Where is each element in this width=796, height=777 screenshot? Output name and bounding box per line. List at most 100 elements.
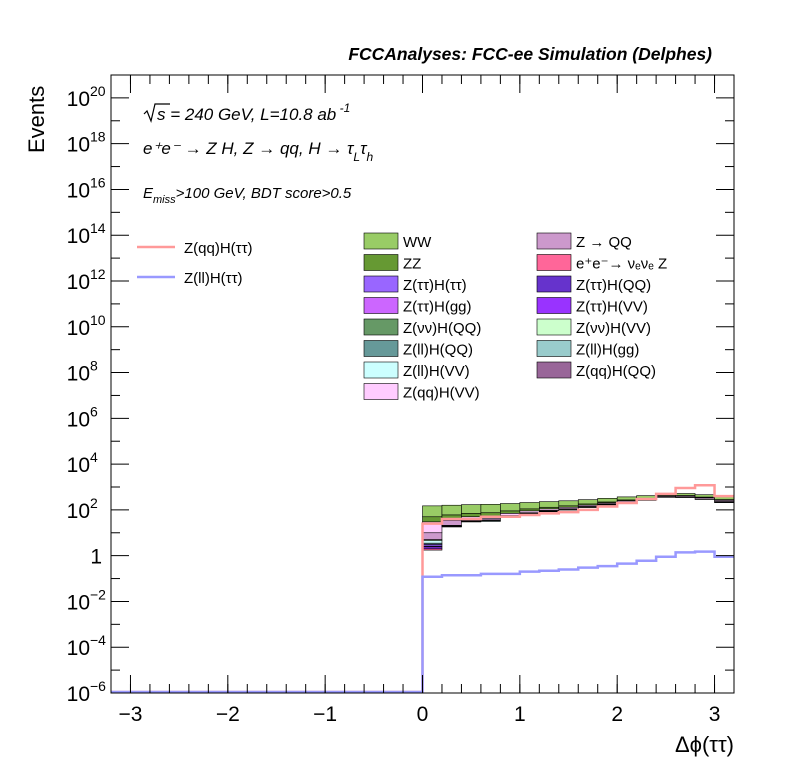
energy-sup: -1	[336, 101, 350, 115]
legend-label-z-ll-h-qq: Z(ll)H(QQ)	[403, 342, 473, 359]
y-tick-exponent: −6	[90, 678, 106, 694]
x-tick-label: −1	[313, 703, 337, 726]
legend-swatch-z-ll-h-gg	[537, 341, 571, 357]
y-tick-exponent: 20	[90, 83, 106, 99]
legend-swatch-z-h-qq	[364, 319, 398, 335]
cut-annotation: Emiss>100 GeV, BDT score>0.5	[143, 185, 352, 206]
legend-label-ww: WW	[403, 234, 432, 251]
bar-z-qq-h-vv-bin-4	[500, 513, 519, 515]
x-tick-label: −3	[118, 703, 142, 726]
bar-ww-bin-0	[423, 506, 442, 517]
legend-swatch-z-qq-h-qq	[537, 362, 571, 378]
legend-label-z-ll-h-vv: Z(ll)H(VV)	[403, 363, 470, 380]
y-tick-label: 10	[67, 683, 90, 706]
y-tick-exponent: 2	[90, 495, 98, 511]
legend-label-z-h-gg: Z(ττ)H(gg)	[403, 299, 472, 316]
bar-zz-bin-4	[500, 511, 519, 513]
y-tick-label: 10	[67, 363, 90, 386]
y-tick-exponent: 16	[90, 174, 106, 190]
bar-z-qq-bin-3	[481, 519, 500, 520]
bar-z-qq-bin-0	[423, 533, 442, 540]
bar-ww-bin-9	[598, 498, 617, 502]
bar-z-ll-h-qq-bin-3	[481, 521, 500, 522]
y-axis-label: Events	[24, 86, 49, 153]
legend-label-e-e-z: e⁺e⁻→ νₑνₑ Z	[576, 256, 667, 273]
legend-label-z-h-vv: Z(ττ)H(VV)	[576, 299, 648, 316]
y-tick-exponent: 10	[90, 312, 106, 328]
y-tick-exponent: 6	[90, 403, 98, 419]
legend-swatch-z-qq	[537, 233, 571, 249]
bar-z-ll-h-qq-bin-2	[461, 521, 480, 522]
legend-label-z-qq-h-vv: Z(qq)H(VV)	[403, 385, 480, 402]
bar-z-qq-bin-7	[559, 509, 578, 510]
cut-text: >100 GeV, BDT score>0.5	[176, 185, 352, 202]
y-tick-label: 10	[67, 134, 90, 157]
bar-ww-bin-14	[695, 495, 714, 497]
chart-title: FCCAnalyses: FCC-ee Simulation (Delphes)	[348, 44, 712, 64]
legend-swatch-zz	[364, 255, 398, 271]
y-tick-exponent: 18	[90, 129, 106, 145]
legend-label-z-ll-h-gg: Z(ll)H(gg)	[576, 342, 639, 359]
y-tick-label: 10	[67, 500, 90, 523]
legend-swatch-e-e-z	[537, 255, 571, 271]
x-tick-label: −2	[216, 703, 240, 726]
y-tick-label: 10	[67, 454, 90, 477]
bar-ww-bin-5	[520, 503, 539, 509]
y-tick-label: 10	[67, 637, 90, 660]
legend-swatch-z-h-vv	[537, 319, 571, 335]
bar-ww-bin-4	[500, 504, 519, 511]
x-tick-label: 2	[611, 703, 623, 726]
y-tick-exponent: 4	[90, 449, 98, 465]
y-tick-exponent: 12	[90, 266, 106, 282]
x-tick-label: 3	[709, 703, 721, 726]
bar-ww-bin-2	[461, 505, 480, 514]
bar-z-qq-bin-14	[695, 499, 714, 500]
legend-label-z-qq-h-qq: Z(qq)H(QQ)	[576, 363, 656, 380]
y-tick-label: 10	[67, 317, 90, 340]
y-tick-label: 10	[67, 408, 90, 431]
process-text: e⁺e⁻ → Z H, Z → qq, H → τ	[143, 139, 355, 158]
bar-z-qq-bin-6	[539, 511, 558, 512]
process-sub2: h	[366, 150, 373, 164]
bar-ww-bin-6	[539, 502, 558, 508]
bar-zz-bin-3	[481, 513, 500, 516]
bar-z-ll-h-vv-bin-0	[423, 541, 442, 543]
legend-label-z-qq: Z → QQ	[576, 234, 632, 251]
y-tick-label: 10	[67, 225, 90, 248]
energy-text: = 240 GeV, L=10.8 ab	[166, 105, 337, 124]
legend-swatch-z-h	[364, 276, 398, 292]
legend-swatch-ww	[364, 233, 398, 249]
bar-e-e-z-bin-0	[423, 549, 442, 550]
bar-zz-bin-0	[423, 517, 442, 522]
y-tick-label: 10	[67, 271, 90, 294]
legend-label-zz: ZZ	[403, 256, 421, 273]
bar-z-qq-bin-1	[442, 520, 461, 525]
legend-label-z-h-vv: Z(νν)H(VV)	[576, 320, 651, 337]
legend-swatch-z-h-qq	[537, 276, 571, 292]
y-tick-exponent: 14	[90, 220, 106, 236]
process-annotation: e⁺e⁻ → Z H, Z → qq, H → τLτh	[143, 139, 373, 164]
legend-label-z-h: Z(ττ)H(ττ)	[403, 277, 467, 294]
bar-ww-bin-10	[617, 497, 636, 500]
legend-swatch-z-ll-h-qq	[364, 341, 398, 357]
bar-ww-bin-7	[559, 501, 578, 506]
process-sub1: L	[353, 150, 360, 164]
legend: Z(qq)H(ττ) Z(ll)H(ττ) WW ZZ Z(ττ)H(ττ) Z(ττ)H…	[137, 233, 667, 402]
bar-z-ll-h-qq-bin-6	[539, 511, 558, 512]
energy-annotation: s = 240 GeV, L=10.8 ab -1	[144, 101, 350, 124]
y-tick-label: 10	[67, 88, 90, 111]
legend-swatch-z-ll-h-vv	[364, 362, 398, 378]
x-tick-label: 0	[417, 703, 429, 726]
legend-swatch-z-h-gg	[364, 298, 398, 314]
stacked-bars	[423, 494, 735, 551]
y-tick-label: 10	[67, 591, 90, 614]
legend-label-z-qq-h: Z(qq)H(ττ)	[184, 240, 253, 257]
legend-swatch-z-h-vv	[537, 298, 571, 314]
legend-label-z-ll-h: Z(ll)H(ττ)	[184, 270, 243, 287]
y-tick-exponent: −2	[90, 586, 106, 602]
y-tick-label: 1	[90, 546, 102, 569]
bar-ww-bin-3	[481, 504, 500, 512]
